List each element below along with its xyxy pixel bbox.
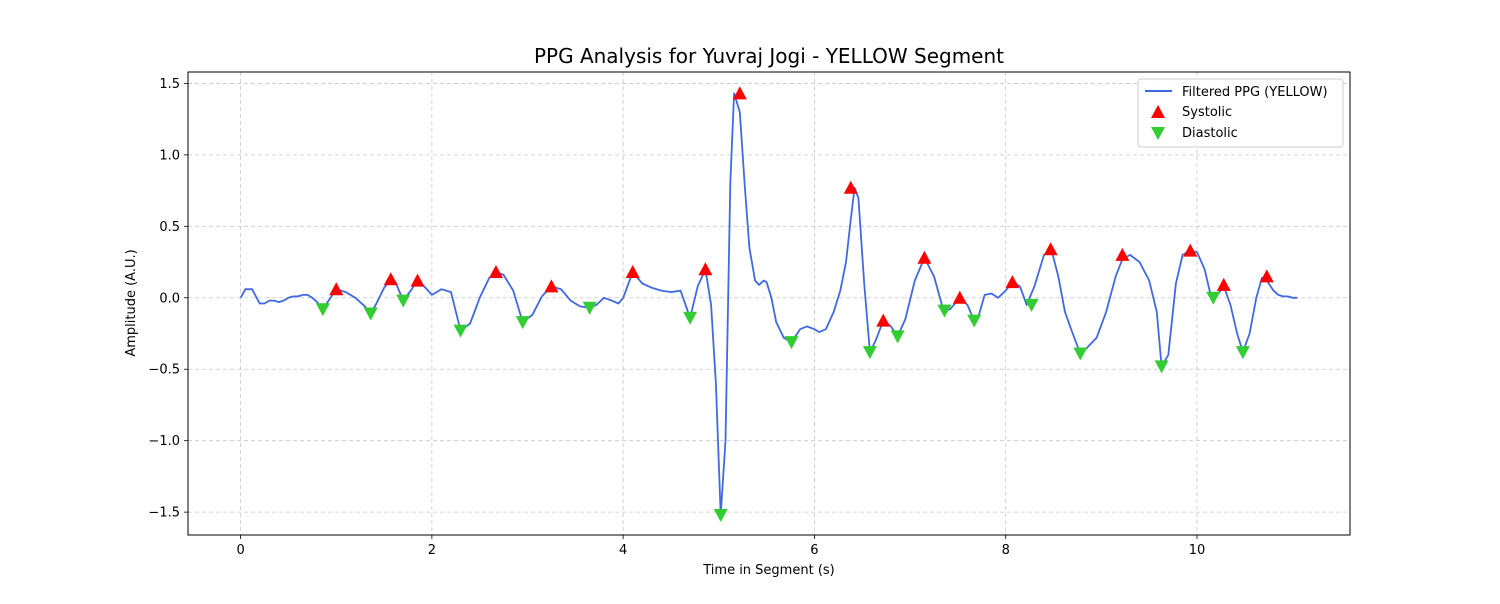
- chart-title: PPG Analysis for Yuvraj Jogi - YELLOW Se…: [534, 44, 1004, 68]
- legend: Filtered PPG (YELLOW) Systolic Diastolic: [1137, 78, 1344, 148]
- diastolic-marker: [453, 324, 468, 338]
- axis-ticks: 0 2 4 6 8 10 1.5 1.0 0.5 0.0 −0.5 −1.0 −1.5: [148, 77, 1205, 558]
- legend-box: [1137, 78, 1344, 148]
- diastolic-marker: [890, 330, 905, 344]
- diastolic-marker: [967, 314, 982, 328]
- diastolic-marker: [784, 336, 799, 350]
- systolic-marker: [1183, 243, 1198, 257]
- y-tick-label: 1.5: [159, 77, 180, 92]
- systolic-marker: [544, 279, 559, 293]
- legend-label-systolic: Systolic: [1182, 105, 1232, 120]
- systolic-marker: [732, 86, 747, 100]
- systolic-marker: [698, 262, 713, 276]
- x-tick-label: 6: [810, 543, 818, 558]
- systolic-marker: [1005, 275, 1020, 289]
- systolic-marker: [329, 282, 344, 296]
- y-tick-label: −1.0: [148, 434, 180, 449]
- systolic-marker: [917, 250, 932, 264]
- y-tick-label: −0.5: [148, 363, 180, 378]
- diastolic-marker: [683, 311, 698, 325]
- y-tick-label: 1.0: [159, 148, 180, 163]
- legend-label-signal: Filtered PPG (YELLOW): [1182, 85, 1328, 100]
- plot-frame: [187, 71, 1351, 536]
- systolic-marker: [876, 313, 891, 327]
- systolic-marker: [1216, 277, 1231, 291]
- diastolic-marker: [582, 301, 597, 315]
- systolic-marker: [625, 265, 640, 279]
- legend-triangle-up-icon: [1151, 105, 1165, 118]
- diastolic-marker: [1024, 298, 1039, 312]
- y-axis-label: Amplitude (A.U.): [124, 249, 139, 356]
- diastolic-marker: [315, 303, 330, 317]
- x-tick-label: 8: [1002, 543, 1010, 558]
- diastolic-marker: [363, 307, 378, 321]
- diastolic-marker: [1154, 360, 1169, 374]
- diastolic-marker: [1206, 291, 1221, 305]
- x-tick-label: 4: [619, 543, 627, 558]
- systolic-marker: [1259, 269, 1274, 283]
- systolic-marker: [383, 272, 398, 286]
- legend-triangle-down-icon: [1151, 127, 1165, 140]
- systolic-marker: [843, 180, 858, 194]
- systolic-marker: [488, 265, 503, 279]
- diastolic-marker: [515, 316, 530, 330]
- y-tick-label: 0.0: [159, 291, 180, 306]
- diastolic-marker: [937, 304, 952, 318]
- data-layer: [239, 86, 1298, 522]
- systolic-marker: [952, 290, 967, 304]
- diastolic-marker: [1235, 346, 1250, 360]
- diastolic-marker: [1073, 347, 1088, 361]
- y-tick-label: 0.5: [159, 220, 180, 235]
- x-tick-label: 2: [428, 543, 436, 558]
- legend-label-diastolic: Diastolic: [1182, 126, 1238, 141]
- diastolic-marker: [396, 294, 411, 308]
- systolic-marker: [1043, 242, 1058, 256]
- ppg-signal-line: [239, 92, 1298, 516]
- diastolic-marker: [862, 346, 877, 360]
- x-tick-label: 10: [1189, 543, 1206, 558]
- diastolic-marker: [713, 508, 728, 522]
- systolic-marker: [1115, 247, 1130, 261]
- x-tick-label: 0: [236, 543, 244, 558]
- systolic-marker: [410, 273, 425, 287]
- x-axis-label: Time in Segment (s): [702, 563, 834, 578]
- y-tick-label: −1.5: [148, 506, 180, 521]
